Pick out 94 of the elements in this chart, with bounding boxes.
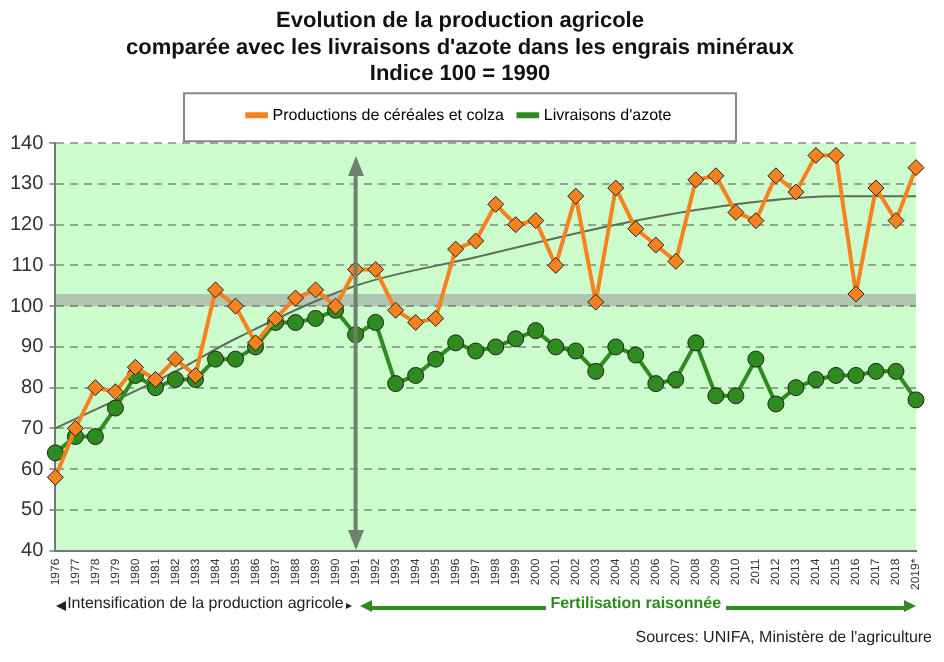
point [747,212,765,230]
point [747,350,765,368]
point [407,313,425,331]
y-tick-label: 100 [9,295,45,318]
point [667,252,685,270]
point [727,203,745,221]
point [66,419,84,437]
y-tick-label: 80 [21,377,45,400]
point [547,256,565,274]
point [527,212,545,230]
point [227,297,244,315]
y-tick-label: 70 [21,417,45,440]
point [587,362,605,380]
y-tick-label: 130 [9,173,45,196]
point [667,371,685,389]
point [307,309,325,327]
point [487,338,505,356]
y-tick-label: 140 [9,132,45,155]
legend-label: Livraisons d'azote [543,105,673,124]
point [527,322,545,340]
y-tick-label: 90 [21,336,45,359]
point [827,366,845,384]
point [126,358,144,376]
point [847,366,865,384]
point [907,391,925,409]
point [86,428,104,446]
point [567,342,585,360]
point [146,371,164,389]
point [427,350,445,368]
point [387,301,405,319]
point [867,362,885,380]
point [887,362,905,380]
y-tick-label: 50 [21,499,45,522]
point [186,366,204,384]
point [487,195,505,213]
point [287,289,305,307]
point [547,338,565,356]
point [206,281,224,299]
point [166,350,184,368]
point [847,285,865,303]
point [507,330,525,348]
point [767,167,785,185]
point [166,371,184,389]
point [887,212,905,230]
point [206,350,224,368]
point [687,171,705,189]
point [807,146,825,164]
point [767,395,785,413]
point [367,261,385,279]
text: Intensification de la production agricole [65,594,346,612]
y-tick-label: 120 [9,214,45,237]
point [287,313,305,331]
point [106,383,124,401]
point [867,179,885,197]
point [447,334,465,352]
point [86,379,104,397]
chart-title: Evolution de la production agricole comparée avec les livraisons d'azote dans les engrais minéraux Indice 100 = 1990 [126,9,796,87]
point [787,379,805,397]
point [427,309,445,327]
y-tick-label: 60 [21,458,45,481]
point [367,313,385,331]
point [687,334,705,352]
point [647,375,665,393]
point [627,220,645,238]
point [387,375,405,393]
source-note: Sources: UNIFA, Ministère de l'agriculture [635,628,932,646]
point [827,146,845,164]
point [507,216,525,234]
legend-label: Productions de céréales et colza [272,105,505,124]
point [227,350,244,368]
point [607,179,625,197]
point [627,346,645,364]
y-tick-label: 40 [21,540,45,563]
point [787,183,805,201]
point [567,187,585,205]
point [447,240,465,258]
point [707,167,725,185]
point [307,281,325,299]
text: Fertilisation raisonnée [546,594,726,612]
line-series [54,195,917,430]
y-tick-label: 110 [11,254,45,277]
point [46,468,64,486]
point [907,159,925,177]
point [727,387,745,405]
point [607,338,625,356]
point [467,232,485,250]
point [106,399,124,417]
point [587,293,605,311]
point [46,444,64,462]
point [807,371,825,389]
point [407,366,425,384]
point [467,342,485,360]
point [647,236,665,254]
point [707,387,725,405]
